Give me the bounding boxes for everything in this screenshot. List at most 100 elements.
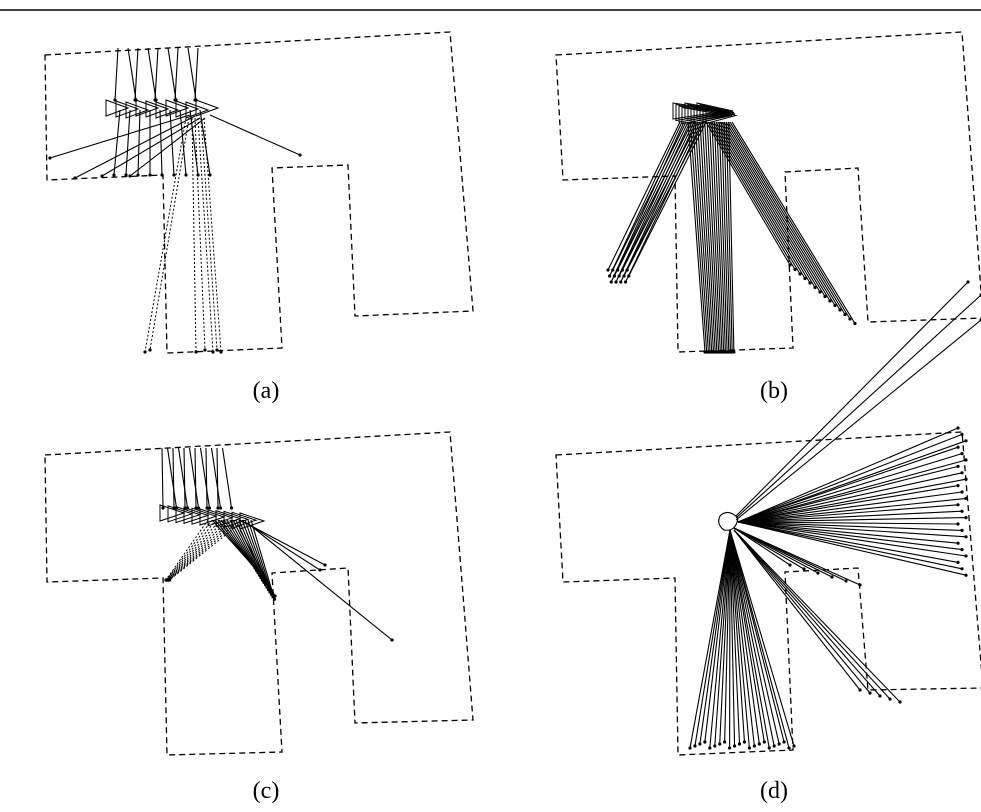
ray-endpoint <box>868 691 872 695</box>
ray-endpoint <box>208 173 212 177</box>
ray-endpoint <box>148 173 152 177</box>
ray-line <box>713 121 725 353</box>
ray-line <box>612 121 687 271</box>
ray-line <box>729 529 750 749</box>
panel-c <box>44 431 474 756</box>
room-outline <box>555 31 981 353</box>
ray-endpoint <box>620 268 625 272</box>
ray-endpoint <box>211 350 215 354</box>
ray-line <box>159 109 163 176</box>
ray-line <box>714 529 731 747</box>
ray-endpoint <box>878 694 882 698</box>
ray-endpoint <box>732 350 736 354</box>
ray-endpoint <box>323 563 327 567</box>
ray-line <box>733 529 881 697</box>
ray-line <box>706 121 720 353</box>
dashed-ray <box>168 519 241 581</box>
dashed-ray <box>165 519 209 581</box>
ray-endpoint <box>956 484 960 488</box>
ray-endpoint <box>161 506 165 510</box>
ray-line <box>226 519 263 581</box>
dashed-ray <box>167 519 229 581</box>
ray-line <box>114 47 119 101</box>
ray-endpoint <box>196 506 201 510</box>
ray-line <box>729 529 760 745</box>
ray-endpoint <box>956 541 960 545</box>
ray-endpoint <box>788 263 792 267</box>
ray-endpoint <box>298 153 302 157</box>
ray-line <box>715 121 816 288</box>
ray-endpoint <box>608 274 612 278</box>
ray-endpoint <box>964 554 968 558</box>
robot-pose-triangle <box>195 99 220 117</box>
ray-line <box>711 121 806 279</box>
room-outline <box>555 431 981 756</box>
ray-endpoint <box>956 560 960 565</box>
ray-endpoint <box>124 173 128 177</box>
ray-line <box>731 121 856 324</box>
ray-endpoint <box>956 426 960 430</box>
ray-endpoint <box>757 742 761 746</box>
ray-endpoint <box>956 464 960 468</box>
ray-line <box>707 121 796 270</box>
ray-line <box>733 529 861 691</box>
dashed-ray <box>203 117 222 353</box>
robot-pose-triangle <box>699 103 735 122</box>
ray-endpoint <box>808 281 812 285</box>
ray-endpoint <box>843 312 847 317</box>
ray-line <box>244 521 321 571</box>
ray-line <box>735 294 981 519</box>
robot-pose-triangle <box>165 99 190 117</box>
ray-line <box>618 121 695 277</box>
ray-line <box>188 447 200 509</box>
dashed-ray <box>197 117 214 353</box>
ray-line <box>737 446 959 523</box>
ray-line <box>733 527 861 586</box>
ray-line <box>607 121 681 271</box>
ray-line <box>74 115 196 179</box>
ray-endpoint <box>112 173 116 177</box>
ray-line <box>733 529 891 700</box>
dashed-ray <box>200 117 218 351</box>
robot-pose-triangle <box>191 507 218 525</box>
ray-line <box>250 519 276 600</box>
ray-endpoint <box>772 744 776 748</box>
ray-endpoint <box>172 173 176 177</box>
ray-line <box>729 529 741 745</box>
ray-endpoint <box>153 98 157 102</box>
ray-endpoint <box>833 303 837 308</box>
ray-line <box>737 521 959 525</box>
ray-endpoint <box>272 597 277 601</box>
ray-endpoint <box>184 173 188 177</box>
ray-endpoint <box>818 290 822 294</box>
ray-endpoint <box>219 350 223 354</box>
ray-endpoint <box>148 348 152 352</box>
ray-line <box>733 527 791 566</box>
ray-endpoint <box>742 740 747 744</box>
ray-line <box>177 447 189 509</box>
robot-pose-triangle <box>155 101 180 119</box>
ray-line <box>704 529 731 743</box>
ray-line <box>249 524 393 641</box>
ray-endpoint <box>708 746 712 750</box>
ray-endpoint <box>966 280 970 284</box>
ray-line <box>718 121 728 353</box>
ray-endpoint <box>956 522 960 526</box>
ray-line <box>713 121 811 284</box>
ray-endpoint <box>143 350 147 354</box>
ray-line <box>628 121 707 277</box>
ray-line <box>709 529 731 749</box>
panel-a <box>44 31 474 354</box>
robot-pose-triangle <box>175 505 202 524</box>
ray-endpoint <box>218 506 223 510</box>
ray-endpoint <box>614 280 618 284</box>
ray-line <box>725 121 733 353</box>
ray-line <box>737 521 959 544</box>
ray-endpoint <box>964 535 968 539</box>
ray-line <box>701 121 716 353</box>
dashed-ray <box>168 519 237 581</box>
robot-pose-triangle <box>175 100 200 118</box>
ray-line <box>709 121 721 353</box>
ray-line <box>113 109 121 176</box>
ray-endpoint <box>168 578 172 582</box>
